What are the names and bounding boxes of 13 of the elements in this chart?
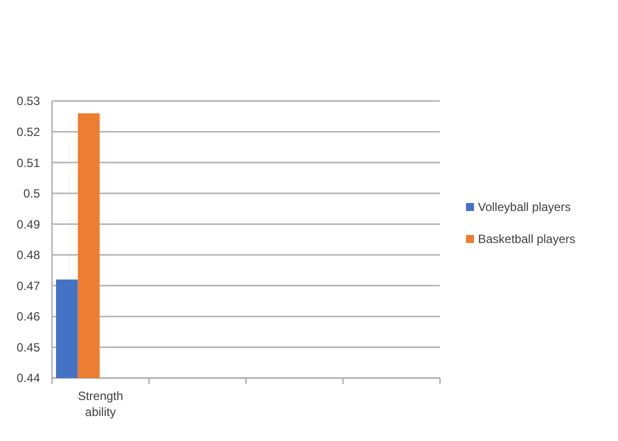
y-tick-label: 0.51 <box>16 156 40 170</box>
y-tick-label: 0.45 <box>16 340 40 354</box>
y-tick-label: 0.48 <box>16 248 40 262</box>
x-tick-label: Strength ability <box>78 389 124 419</box>
legend-label: Basketball players <box>478 232 576 246</box>
y-tick-label: 0.53 <box>16 94 40 108</box>
y-tick-label: 0.52 <box>16 124 40 139</box>
y-tick-label: 0.46 <box>16 310 40 324</box>
y-tick-label: 0.49 <box>16 217 40 232</box>
legend-label: Volleyball players <box>478 200 571 214</box>
y-tick-label: 0.44 <box>16 371 40 386</box>
y-tick-label: 0.5 <box>23 186 40 201</box>
y-tick-label: 0.47 <box>16 278 40 293</box>
